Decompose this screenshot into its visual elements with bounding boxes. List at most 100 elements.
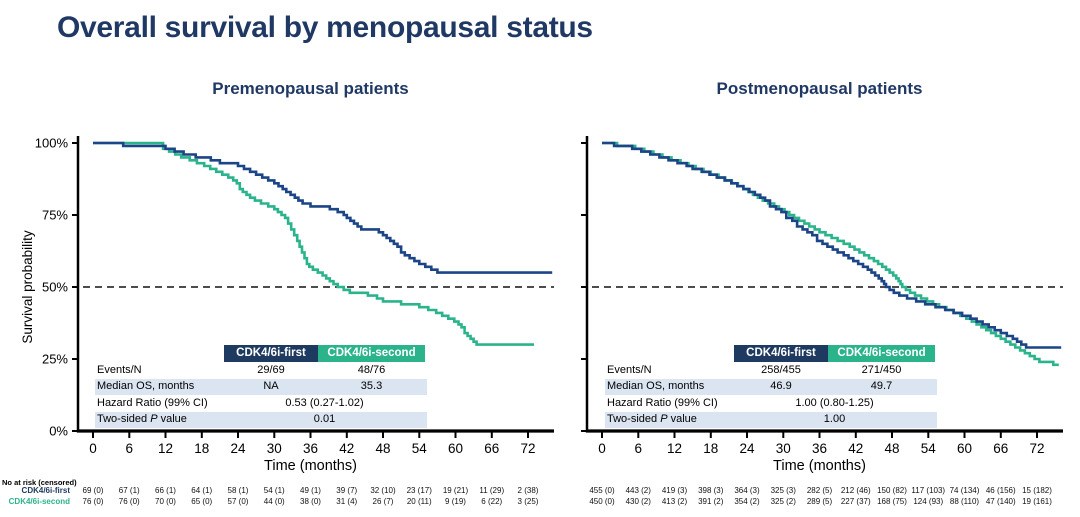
at-risk-value: 23 (17) [406,486,432,495]
stats-label: Two-sided P value [607,413,697,426]
stats-label: Hazard Ratio (99% CI) [97,396,208,409]
at-risk-value: 31 (4) [336,497,358,506]
stats-label: Events/N [607,363,652,376]
x-tick-label: 30 [267,441,282,456]
at-risk-value: 88 (110) [949,497,980,506]
at-risk-value: 419 (3) [661,486,688,495]
stats-row: Median OS, months NA 35.3 [95,378,427,395]
x-tick-label: 24 [230,441,246,456]
stats-label: Median OS, months [607,380,705,393]
stats-header-row: CDK4/6i-first CDK4/6i-second [95,345,427,362]
x-tick-label: 30 [776,441,791,456]
x-tick-label: 0 [598,441,606,456]
survival-curve-cdk4-6i-second [93,141,534,346]
at-risk-value: 450 (0) [589,497,615,506]
at-risk-value: 46 (156) [985,486,1016,495]
at-risk-value: 70 (0) [155,497,176,506]
at-risk-value: 19 (21) [442,486,469,495]
stats-value: 258/455 [761,363,801,376]
at-risk-value: 455 (0) [589,486,615,495]
x-tick-label: 60 [448,441,463,456]
x-tick-label: 72 [520,441,535,456]
at-risk-value: 69 (0) [82,486,104,495]
at-risk-value: 58 (1) [227,486,249,495]
stats-value: 271/450 [861,363,902,376]
panel-title-premenopausal: Premenopausal patients [212,79,409,98]
at-risk-value: 2 (38) [517,486,539,495]
x-tick-label: 12 [158,441,173,456]
at-risk-value: 354 (2) [734,497,760,506]
stats-row: Two-sided P value 1.00 [605,411,937,428]
at-risk-value: 325 (3) [770,486,796,495]
stats-table-premenopausal: CDK4/6i-first CDK4/6i-second Events/N 29/69… [95,345,427,428]
x-axis-label: Time (months) [773,458,866,474]
at-risk-row-label: CDK4/6i-second [8,497,70,506]
at-risk-value: 57 (0) [227,497,249,506]
y-tick-label: 25% [42,352,68,367]
stats-row: Two-sided P value 0.01 [95,411,427,428]
y-tick-label: 100% [35,136,69,151]
at-risk-header: No at risk (censored) [2,478,77,487]
at-risk-value: 430 (2) [625,497,651,506]
at-risk-value: 168 (75) [877,497,907,506]
km-chart-postmenopausal: 0 6 12 18 24 30 36 42 48 54 60 66 72 Time (months) [581,136,1063,474]
x-tick-label: 18 [703,441,718,456]
at-risk-value: 38 (0) [300,497,321,506]
at-risk-value: 49 (1) [300,486,321,495]
x-tick-label: 6 [126,441,134,456]
stats-header-cell-first: CDK4/6i-first [734,345,828,362]
stats-label: Hazard Ratio (99% CI) [607,396,718,409]
at-risk-value: 39 (7) [336,486,358,495]
at-risk-value: 11 (29) [479,486,505,495]
at-risk-value: 15 (182) [1022,486,1052,495]
at-risk-value: 74 (134) [949,486,980,495]
x-tick-label: 6 [635,441,643,456]
at-risk-value: 227 (37) [840,497,871,506]
at-risk-value: 212 (46) [840,486,871,495]
survival-curve-cdk4-6i-first [602,141,1062,349]
at-risk-value: 47 (140) [985,497,1016,506]
stats-header-row: CDK4/6i-first CDK4/6i-second [605,345,937,362]
y-tick-label: 50% [42,280,68,295]
at-risk-value: 3 (25) [517,497,539,506]
x-tick-label: 12 [667,441,682,456]
stats-row: Events/N 258/455 271/450 [605,362,937,379]
at-risk-value: 65 (0) [191,497,213,506]
x-axis-label: Time (months) [264,458,357,474]
stats-value: 1.00 [823,413,846,426]
at-risk-value: 413 (2) [661,497,688,506]
at-risk-value: 391 (2) [698,497,724,506]
at-risk-value: 67 (1) [118,486,140,495]
at-risk-value: 117 (103) [911,486,946,495]
x-tick-label: 0 [89,441,97,456]
at-risk-value: 398 (3) [698,486,724,495]
stats-header-cell-first: CDK4/6i-first [224,345,318,362]
km-chart-premenopausal: 100% 75% 50% 25% 0% 0 6 12 18 24 30 36 42 48 54 60 66 72 T… [20,136,554,474]
stats-header-cell-second: CDK4/6i-second [318,345,425,362]
x-tick-label: 66 [484,441,499,456]
survival-curve-cdk4-6i-first [93,141,553,274]
at-risk-value: 54 (1) [263,486,285,495]
at-risk-value: 325 (2) [770,497,796,506]
stats-label: Median OS, months [97,380,195,393]
at-risk-value: 289 (5) [806,497,833,506]
x-tick-label: 48 [884,441,899,456]
x-tick-label: 60 [957,441,972,456]
x-tick-label: 24 [739,441,755,456]
stats-table-postmenopausal: CDK4/6i-first CDK4/6i-second Events/N 258/4… [605,345,937,428]
x-tick-label: 48 [375,441,390,456]
at-risk-value: 124 (93) [913,497,944,506]
x-tick-label: 66 [993,441,1008,456]
stats-label: Events/N [97,363,142,376]
at-risk-value: 364 (3) [734,486,760,495]
stats-label: Two-sided P value [97,413,187,426]
at-risk-row-label: CDK4/6i-first [21,486,70,495]
x-tick-label: 54 [921,441,937,456]
stats-value: 0.01 [313,413,336,426]
stats-value: NA [263,380,279,393]
at-risk-value: 20 (11) [406,497,432,506]
at-risk-value: 66 (1) [155,486,176,495]
stats-value: 46.9 [770,380,792,393]
x-tick-label: 36 [303,441,318,456]
